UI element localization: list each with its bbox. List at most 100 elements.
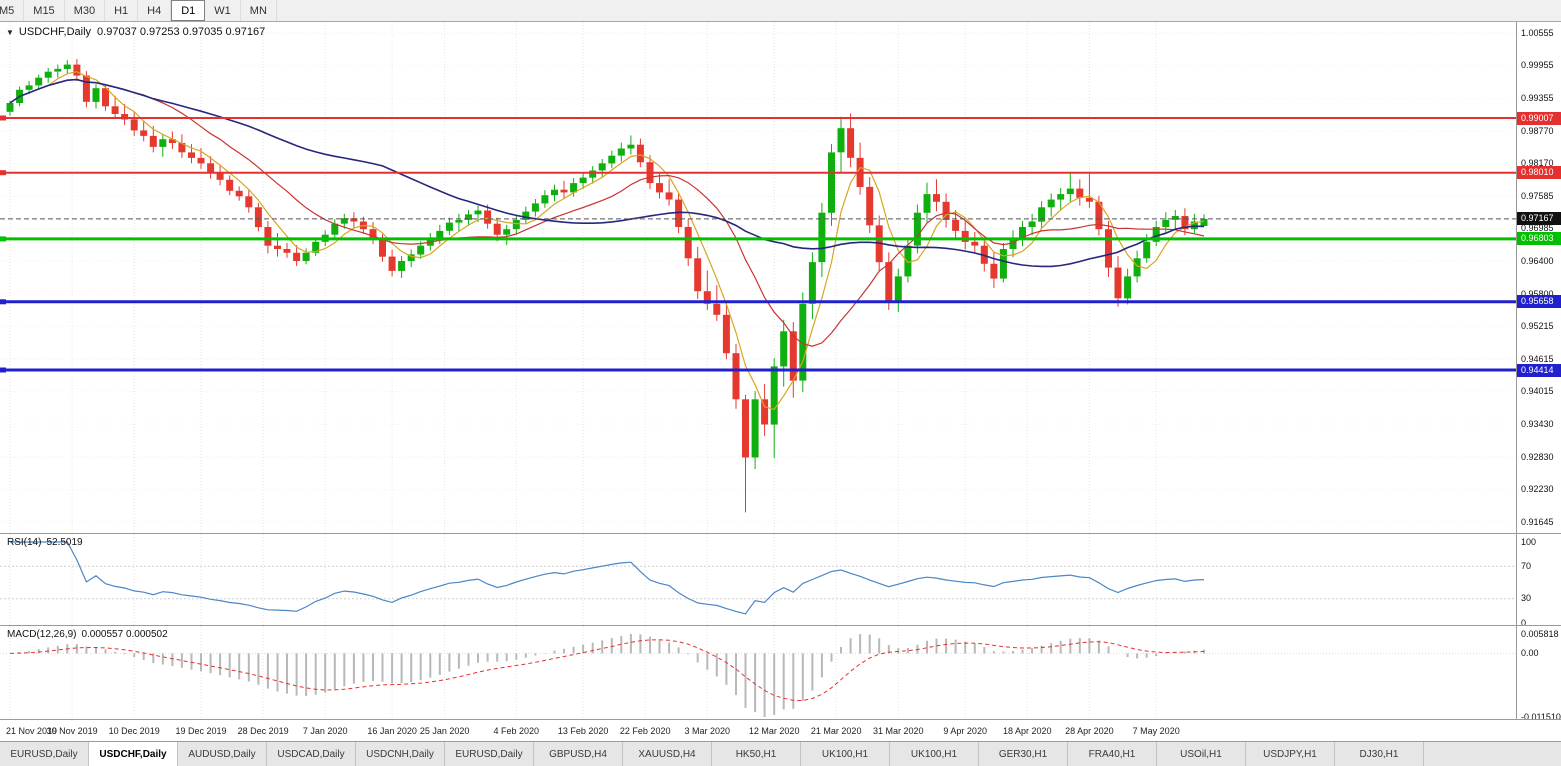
chart-tab-ger30-h1[interactable]: GER30,H1 [979, 742, 1068, 766]
price-axis-tick: 0.95800 [1521, 288, 1554, 299]
hline-left-marker [0, 367, 6, 373]
price-axis-tick: 0.99955 [1521, 60, 1554, 71]
date-axis-label: 18 Apr 2020 [1003, 726, 1052, 736]
macd-gridlines [9, 626, 1157, 719]
price-axis-tick: 0.93430 [1521, 418, 1554, 429]
rsi-gridlines [9, 534, 1157, 625]
date-axis-label: 7 Jan 2020 [302, 726, 348, 736]
chart-tab-usoil-h1[interactable]: USOil,H1 [1157, 742, 1246, 766]
price-axis-tick: 0.92230 [1521, 484, 1554, 495]
moving-average-40[interactable] [9, 78, 1205, 268]
date-axis-label: 19 Dec 2019 [175, 726, 227, 736]
rsi-pane[interactable] [0, 533, 1516, 625]
date-axis: 21 Nov 2019 30 Nov 2019 10 Dec 2019 19 Dec … [0, 719, 1561, 741]
macd-values: 0.000557 0.000502 [81, 629, 168, 640]
date-axis-label: 12 Mar 2020 [748, 726, 800, 736]
macd-axis-tick: -0.011510 [1521, 711, 1561, 720]
timeframe-button-w1[interactable]: W1 [205, 0, 241, 21]
chart-tab-dj30-h1[interactable]: DJ30,H1 [1335, 742, 1424, 766]
date-axis-label: 4 Feb 2020 [493, 726, 540, 736]
macd-axis-tick: 0.00 [1521, 647, 1539, 658]
chart-tab-usdjpy-h1[interactable]: USDJPY,H1 [1246, 742, 1335, 766]
chart-tab-uk100-h1[interactable]: UK100,H1 [801, 742, 890, 766]
date-axis-label: 13 Feb 2020 [557, 726, 609, 736]
rsi-name: RSI(14) [7, 537, 42, 548]
hline-left-marker [0, 170, 6, 176]
current-price-badge: 0.97167 [1517, 212, 1561, 226]
timeframe-button-mn[interactable]: MN [241, 0, 277, 21]
rsi-axis-tick: 0 [1521, 617, 1527, 626]
price-axis: 1.00555 0.99955 0.99355 0.98770 0.98170 0.975… [1516, 22, 1561, 533]
timeframe-button-m15[interactable]: M15 [24, 0, 65, 21]
price-axis-tick: 0.98170 [1521, 158, 1554, 169]
date-axis-label: 7 May 2020 [1132, 726, 1180, 736]
chart-ohlc-values: 0.97037 0.97253 0.97035 0.97167 [97, 26, 266, 38]
price-axis-tick: 0.96985 [1521, 223, 1554, 234]
macd-histogram [18, 634, 1205, 717]
chart-tab-gbpusd-h4[interactable]: GBPUSD,H4 [534, 742, 623, 766]
moving-average-14[interactable] [9, 78, 1205, 347]
chart-title: ▼ USDCHF,Daily 0.97037 0.97253 0.97035 0.9… [6, 26, 265, 38]
rsi-value: 52.5019 [46, 537, 83, 548]
price-axis-tick: 0.95215 [1521, 320, 1554, 331]
rsi-axis-tick: 100 [1521, 536, 1537, 547]
hline-left-marker [0, 115, 6, 121]
chart-tab-hk50-h1[interactable]: HK50,H1 [712, 742, 801, 766]
date-axis-label: 9 Apr 2020 [943, 726, 987, 736]
price-axis-tick: 0.98770 [1521, 125, 1554, 136]
date-axis-label: 3 Mar 2020 [684, 726, 731, 736]
rsi-axis: 100 70 30 0 [1516, 533, 1561, 625]
chart-tab-usdchf-daily[interactable]: USDCHF,Daily [89, 742, 178, 766]
chart-tab-usdcad-daily[interactable]: USDCAD,Daily [267, 742, 356, 766]
price-chart-canvas[interactable] [0, 22, 1516, 533]
price-axis-tick: 0.91645 [1521, 516, 1554, 527]
chart-tab-eurusd-daily[interactable]: EURUSD,Daily [0, 742, 89, 766]
timeframe-button-m5[interactable]: M5 [0, 0, 25, 21]
hline-price-badge: 0.95658 [1517, 295, 1561, 309]
price-axis-tick: 0.92830 [1521, 451, 1554, 462]
timeframe-button-d1[interactable]: D1 [171, 0, 206, 21]
hline-left-marker [0, 236, 6, 242]
price-axis-tick: 0.99355 [1521, 93, 1554, 104]
hline-price-badge: 0.96803 [1517, 232, 1561, 246]
chart-tab-audusd-daily[interactable]: AUDUSD,Daily [178, 742, 267, 766]
date-axis-label: 28 Dec 2019 [237, 726, 289, 736]
date-axis-label: 21 Mar 2020 [810, 726, 862, 736]
chart-tab-fra40-h1[interactable]: FRA40,H1 [1068, 742, 1157, 766]
timeframe-button-h4[interactable]: H4 [138, 0, 172, 21]
chart-tab-xauusd-h4[interactable]: XAUUSD,H4 [623, 742, 712, 766]
chart-symbol: USDCHF,Daily [18, 26, 92, 38]
macd-axis: 0.005818 0.00 -0.011510 [1516, 625, 1561, 719]
price-gridlines [0, 22, 1516, 533]
date-axis-label: 21 Nov 2019 [6, 726, 58, 736]
rsi-axis-tick: 30 [1521, 593, 1532, 604]
macd-label: MACD(12,26,9) 0.000557 0.000502 [7, 629, 168, 640]
date-axis-label: 31 Mar 2020 [873, 726, 924, 736]
rsi-label: RSI(14) 52.5019 [7, 537, 83, 548]
date-axis-label: 30 Nov 2019 [46, 726, 98, 736]
chart-tab-eurusd-daily[interactable]: EURUSD,Daily [445, 742, 534, 766]
price-axis-tick: 0.94615 [1521, 353, 1554, 364]
date-axis-label: 25 Jan 2020 [419, 726, 470, 736]
hline-price-badge: 0.98010 [1517, 166, 1561, 180]
macd-signal-line [9, 639, 1205, 702]
hline-price-badge: 0.99007 [1517, 111, 1561, 125]
date-axis-label: 10 Dec 2019 [108, 726, 160, 736]
timeframe-toolbar: M5 M15 M30 H1 H4 D1 W1 MN [0, 0, 1561, 22]
date-axis-label: 22 Feb 2020 [619, 726, 671, 736]
macd-axis-tick: 0.005818 [1521, 628, 1559, 639]
macd-name: MACD(12,26,9) [7, 629, 77, 640]
rsi-axis-tick: 70 [1521, 560, 1532, 571]
hline-price-badge: 0.94414 [1517, 363, 1561, 377]
price-axis-tick: 0.94015 [1521, 386, 1554, 397]
chart-menu-icon[interactable]: ▼ [6, 28, 14, 37]
chart-tab-uk100-h1[interactable]: UK100,H1 [890, 742, 979, 766]
timeframe-button-m30[interactable]: M30 [65, 0, 106, 21]
timeframe-button-h1[interactable]: H1 [105, 0, 139, 21]
date-axis-label: 16 Jan 2020 [367, 726, 417, 736]
chart-tabs-bar: EURUSD,Daily USDCHF,Daily AUDUSD,Daily USDC… [0, 741, 1561, 766]
chart-tab-usdcnh-daily[interactable]: USDCNH,Daily [356, 742, 445, 766]
macd-pane[interactable] [0, 625, 1516, 719]
date-axis-label: 28 Apr 2020 [1065, 726, 1114, 736]
